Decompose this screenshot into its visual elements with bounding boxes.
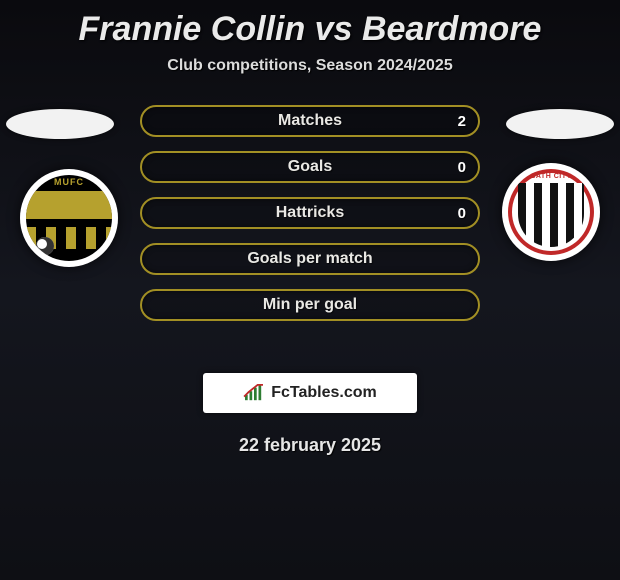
stat-bar-goals-per-match: Goals per match <box>140 243 480 275</box>
stat-bar-goals: Goals 0 <box>140 151 480 183</box>
stat-label: Hattricks <box>276 204 344 222</box>
comparison-date: 22 february 2025 <box>0 435 620 456</box>
brand-attribution[interactable]: FcTables.com <box>203 373 417 413</box>
stat-bar-matches: Matches 2 <box>140 105 480 137</box>
club-left-abbrev: MUFC <box>26 177 112 187</box>
stat-bars: Matches 2 Goals 0 Hattricks 0 Goals per match M… <box>140 105 480 335</box>
comparison-arena: MUFC BATH CITY Matches2Goals0Hattricks0G… <box>0 105 620 355</box>
stat-value-right: 0 <box>458 205 466 222</box>
brand-chart-icon <box>243 384 265 402</box>
vs-text: vs <box>315 10 353 48</box>
player1-name: Frannie Collin <box>79 10 306 48</box>
stat-value-right: 2 <box>458 113 466 130</box>
player2-platform <box>506 109 614 139</box>
stat-value-right: 0 <box>458 159 466 176</box>
stat-bar-min-per-goal: Min per goal <box>140 289 480 321</box>
stat-label: Min per goal <box>263 296 357 314</box>
club-right-name: BATH CITY <box>508 173 594 180</box>
season-subtitle: Club competitions, Season 2024/2025 <box>0 57 620 75</box>
stat-bar-hattricks: Hattricks 0 <box>140 197 480 229</box>
comparison-title: Frannie Collin vs Beardmore <box>0 0 620 49</box>
club-badge-right: BATH CITY <box>502 163 600 261</box>
stat-label: Matches <box>278 112 342 130</box>
player2-name: Beardmore <box>362 10 542 48</box>
player1-platform <box>6 109 114 139</box>
brand-text: FcTables.com <box>271 384 377 402</box>
club-badge-left: MUFC <box>20 169 118 267</box>
stat-label: Goals per match <box>247 250 372 268</box>
stat-label: Goals <box>288 158 332 176</box>
